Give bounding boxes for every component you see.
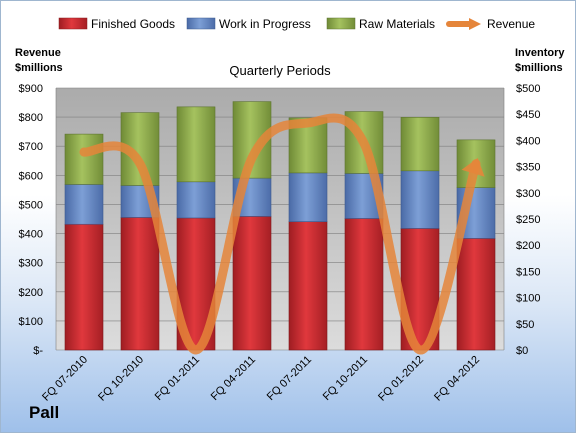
left-tick-label: $700	[19, 141, 43, 153]
right-tick-label: $200	[516, 240, 540, 252]
bar-finished-goods	[344, 218, 384, 351]
company-name: Pall	[29, 403, 60, 422]
bar-finished-goods	[120, 217, 160, 351]
left-tick-label: $-	[33, 345, 43, 357]
left-axis-label-line1: Revenue	[15, 47, 61, 59]
legend: Finished Goods Work in Progress Raw Mate…	[58, 17, 535, 31]
legend-item-revenue: Revenue	[446, 17, 535, 31]
left-tick-label: $300	[19, 258, 43, 270]
x-tick-label: FQ 10-2010	[96, 354, 146, 404]
left-tick-label: $600	[19, 170, 43, 182]
right-tick-label: $50	[516, 319, 534, 331]
right-axis-ticks: $0 $50 $100 $150 $200 $250 $300 $350 $400 $450 $50…	[516, 83, 540, 357]
right-tick-label: $450	[516, 109, 540, 121]
legend-label-revenue: Revenue	[487, 17, 535, 31]
revenue-arrowhead	[461, 157, 485, 177]
left-tick-label: $500	[19, 199, 43, 211]
right-axis-label-line2: $millions	[515, 62, 563, 74]
right-tick-label: $350	[516, 162, 540, 174]
bar-work-in-progress	[400, 170, 440, 229]
right-tick-label: $150	[516, 266, 540, 278]
legend-swatch-finished-goods	[58, 17, 88, 30]
legend-item-raw-materials: Raw Materials	[326, 17, 435, 31]
legend-swatch-raw-materials	[326, 17, 356, 30]
left-tick-label: $900	[19, 83, 43, 95]
bar-finished-goods	[288, 221, 328, 351]
legend-arrow-revenue	[469, 18, 481, 30]
x-tick-label: FQ 10-2011	[321, 354, 370, 403]
revenue-series	[79, 113, 485, 355]
bar-finished-goods	[456, 238, 496, 351]
x-tick-label: FQ 07-2011	[265, 354, 314, 403]
right-tick-label: $250	[516, 214, 540, 226]
left-axis-label-line2: $millions	[15, 62, 63, 74]
left-axis-ticks: $- $100 $200 $300 $400 $500 $600 $700 $800 $900	[19, 83, 44, 357]
bar-raw-materials	[400, 117, 440, 172]
bar-work-in-progress	[176, 181, 216, 219]
plot-title: Quarterly Periods	[229, 63, 331, 78]
x-tick-label: FQ 07-2010	[40, 354, 90, 404]
right-tick-label: $0	[516, 345, 528, 357]
legend-label-raw-materials: Raw Materials	[359, 17, 435, 31]
x-tick-label: FQ 04-2012	[432, 354, 482, 404]
bar-raw-materials	[176, 106, 216, 183]
right-tick-label: $400	[516, 135, 540, 147]
right-tick-label: $100	[516, 293, 540, 305]
left-tick-label: $100	[19, 316, 43, 328]
x-tick-label: FQ 01-2012	[376, 354, 426, 404]
bar-finished-goods	[64, 223, 104, 351]
x-tick-label: FQ 04-2011	[209, 354, 258, 403]
bar-finished-goods	[232, 216, 272, 351]
left-tick-label: $800	[19, 112, 43, 124]
x-tick-label: FQ 01-2011	[153, 354, 202, 403]
legend-label-work-in-progress: Work in Progress	[219, 17, 311, 31]
left-tick-label: $200	[19, 287, 43, 299]
bar-work-in-progress	[64, 184, 104, 225]
right-tick-label: $500	[516, 83, 540, 95]
bar-work-in-progress	[288, 172, 328, 222]
x-axis-ticks: FQ 07-2010 FQ 10-2010 FQ 01-2011 FQ 04-2011…	[40, 354, 482, 404]
right-axis-label-line1: Inventory	[515, 47, 565, 59]
right-tick-label: $300	[516, 188, 540, 200]
legend-label-finished-goods: Finished Goods	[91, 17, 175, 31]
legend-item-work-in-progress: Work in Progress	[186, 17, 311, 31]
bar-raw-materials	[64, 133, 104, 185]
legend-swatch-work-in-progress	[186, 17, 216, 30]
legend-item-finished-goods: Finished Goods	[58, 17, 175, 31]
revenue-line	[79, 113, 481, 355]
left-tick-label: $400	[19, 229, 43, 241]
